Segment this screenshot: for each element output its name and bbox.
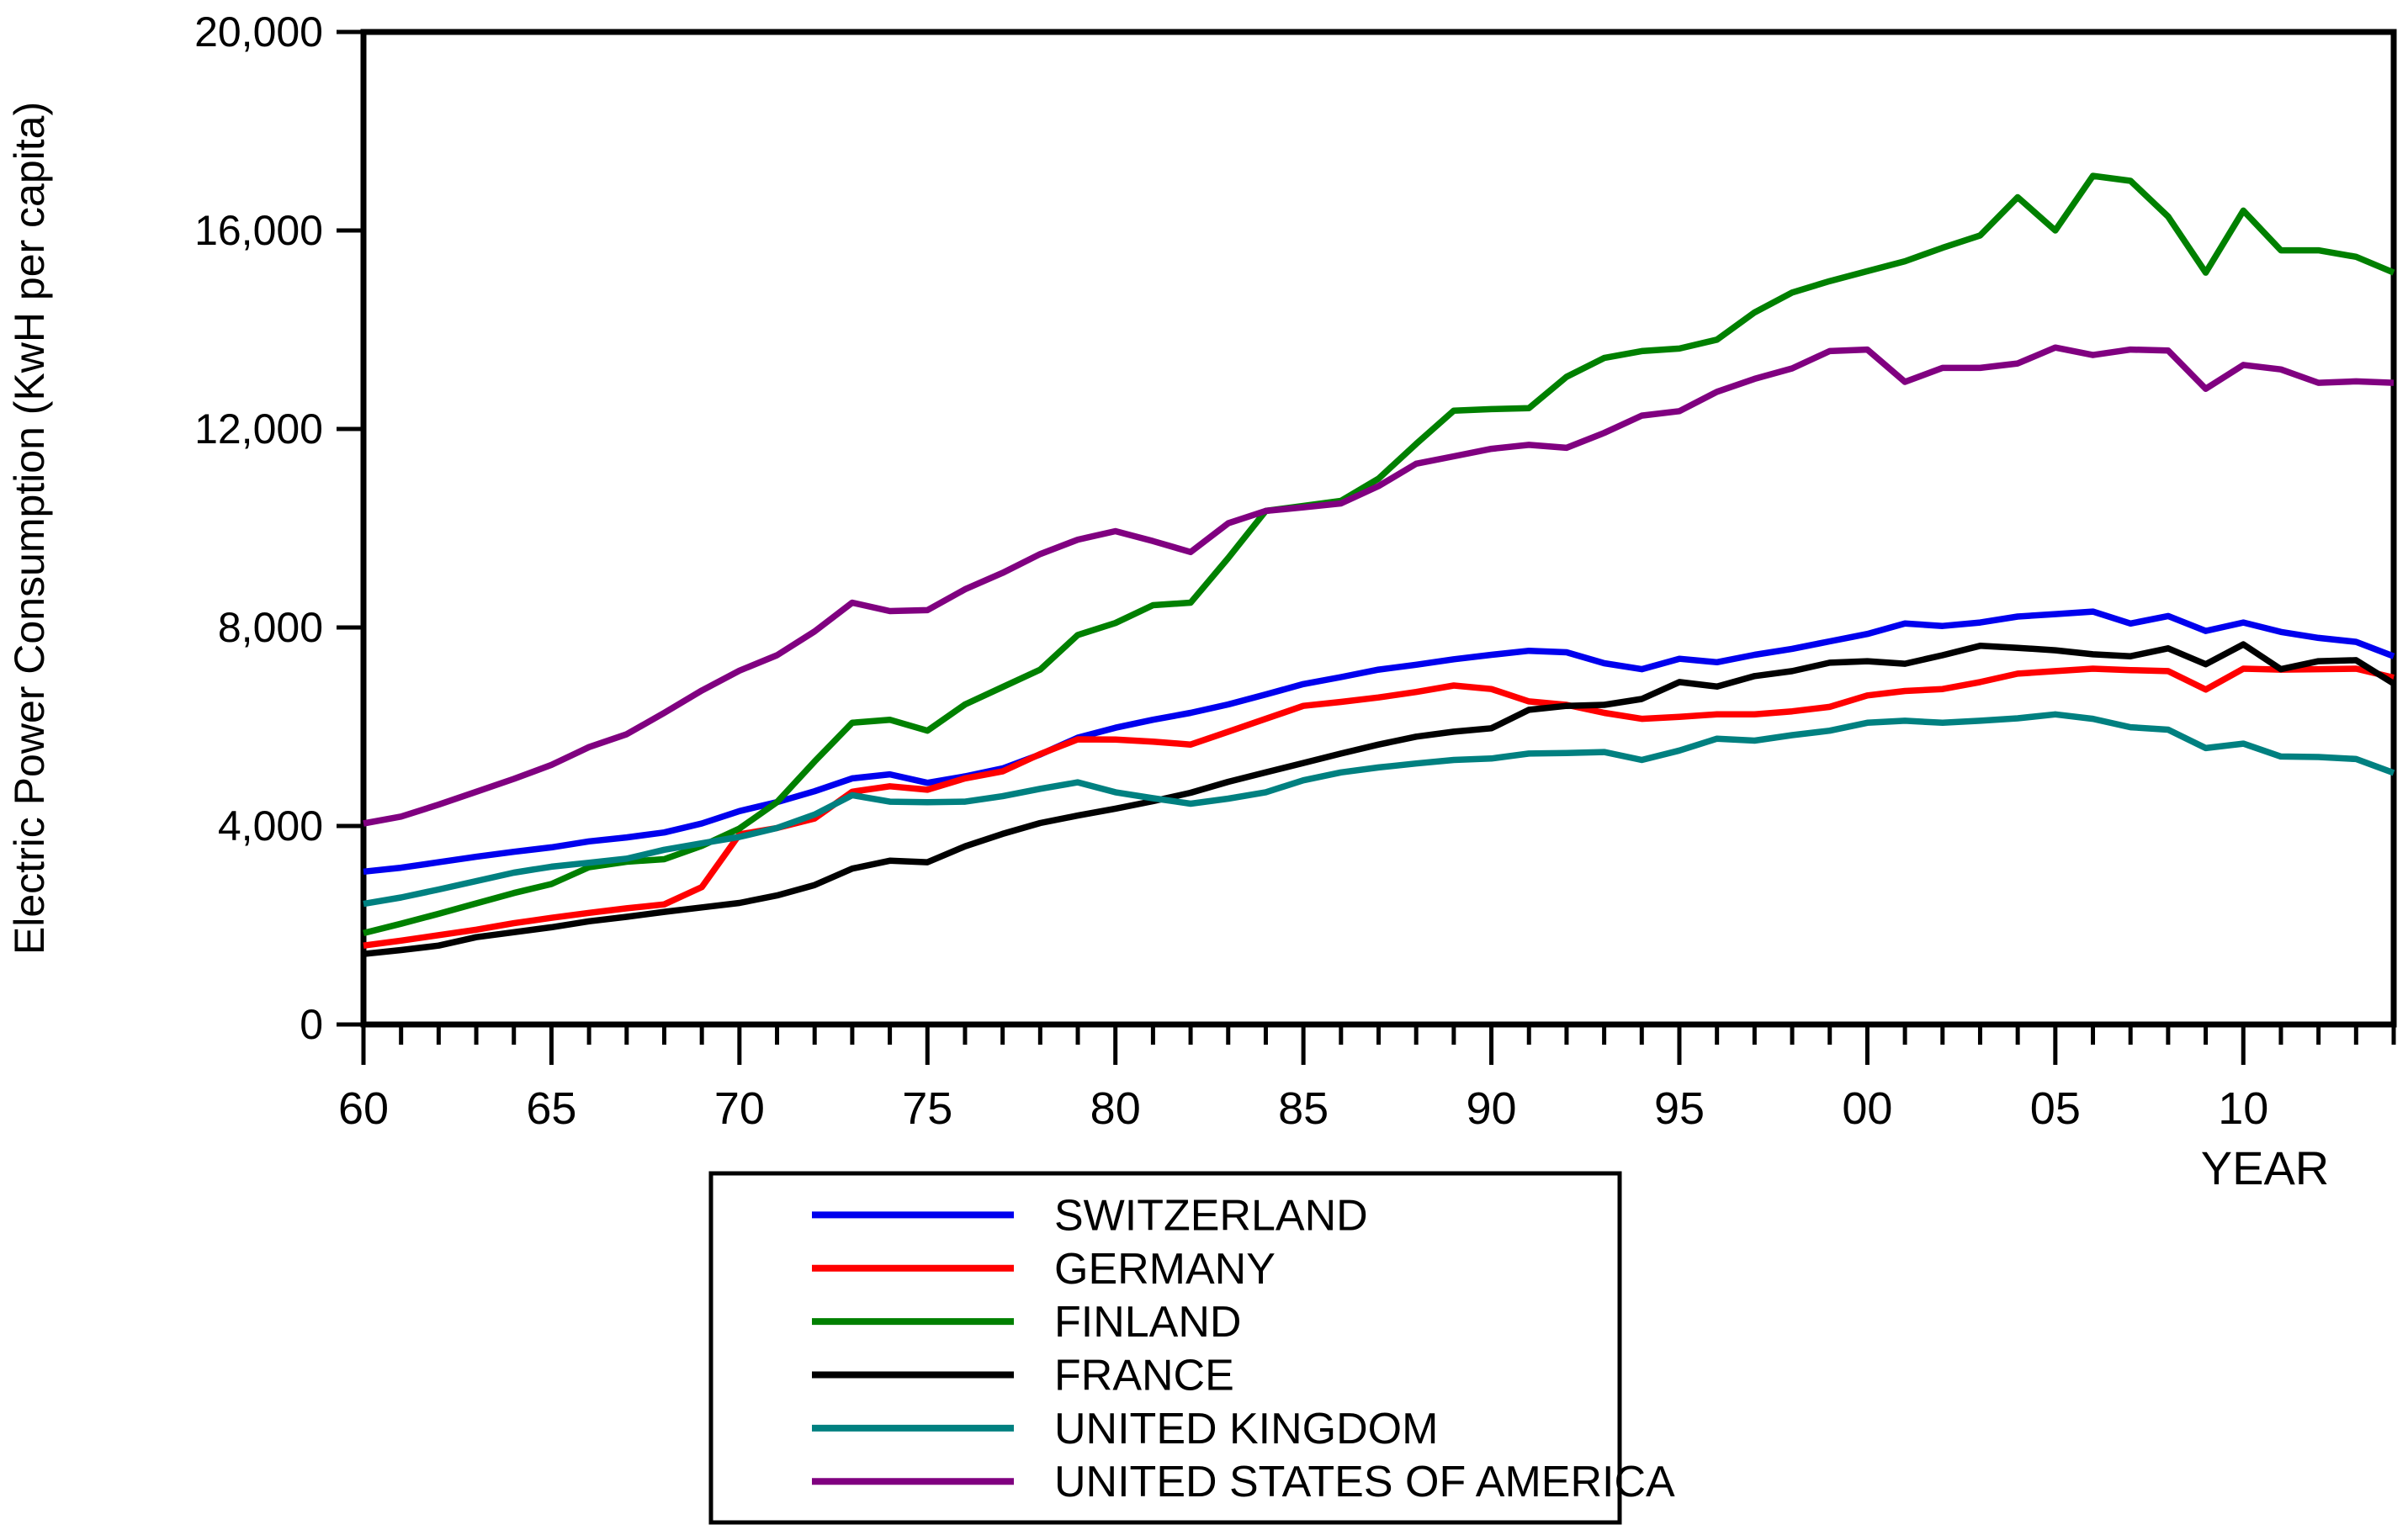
y-axis-ticks-group: 0 4,000 8,000 12,000 16,000 20,000 — [194, 8, 363, 1048]
series-line-united-kingdom — [363, 711, 2395, 908]
x-tick-label: 00 — [1842, 1083, 1892, 1134]
series-lines-group — [363, 172, 2395, 957]
legend-label: UNITED STATES OF AMERICA — [1054, 1458, 1675, 1506]
x-tick-label: 95 — [1654, 1083, 1705, 1134]
legend-label: FRANCE — [1054, 1351, 1234, 1400]
y-tick-label: 0 — [300, 1001, 323, 1048]
x-tick-label: 10 — [2218, 1083, 2268, 1134]
x-axis-ticks-group: 60 65 70 75 80 85 90 95 00 05 10 — [338, 1024, 2396, 1134]
y-axis-title: Electric Power Consumption (KwH per capi… — [6, 102, 53, 955]
x-tick-label: 70 — [714, 1083, 765, 1134]
series-line-switzerland — [363, 608, 2395, 876]
y-tick-label: 8,000 — [218, 604, 323, 651]
legend-item-france: FRANCE — [812, 1351, 1234, 1400]
legend-label: GERMANY — [1054, 1245, 1276, 1294]
legend-label: UNITED KINGDOM — [1054, 1405, 1438, 1453]
x-axis-title: YEAR — [2201, 1141, 2330, 1194]
legend-box — [708, 1171, 1622, 1525]
legend-item-finland: FINLAND — [812, 1298, 1241, 1347]
x-tick-label: 85 — [1278, 1083, 1329, 1134]
x-tick-label: 80 — [1090, 1083, 1141, 1134]
y-tick-label: 4,000 — [218, 802, 323, 850]
legend-label: SWITZERLAND — [1054, 1191, 1368, 1240]
legend-item-germany: GERMANY — [812, 1245, 1276, 1294]
x-tick-label: 05 — [2030, 1083, 2081, 1134]
series-line-germany — [363, 665, 2395, 949]
series-line-finland — [363, 172, 2395, 937]
x-tick-label: 60 — [338, 1083, 389, 1134]
y-tick-label: 16,000 — [194, 207, 323, 254]
x-tick-label: 65 — [526, 1083, 576, 1134]
series-line-united-states-of-america — [363, 344, 2395, 827]
legend-item-switzerland: SWITZERLAND — [812, 1191, 1368, 1240]
x-tick-label: 75 — [902, 1083, 952, 1134]
x-tick-label: 90 — [1467, 1083, 1517, 1134]
legend-label: FINLAND — [1054, 1298, 1241, 1347]
legend-item-united-states-of-america: UNITED STATES OF AMERICA — [812, 1458, 1675, 1506]
legend-item-united-kingdom: UNITED KINGDOM — [812, 1405, 1438, 1453]
series-line-france — [363, 641, 2395, 957]
y-tick-label: 20,000 — [194, 8, 323, 56]
y-tick-label: 12,000 — [194, 405, 323, 453]
